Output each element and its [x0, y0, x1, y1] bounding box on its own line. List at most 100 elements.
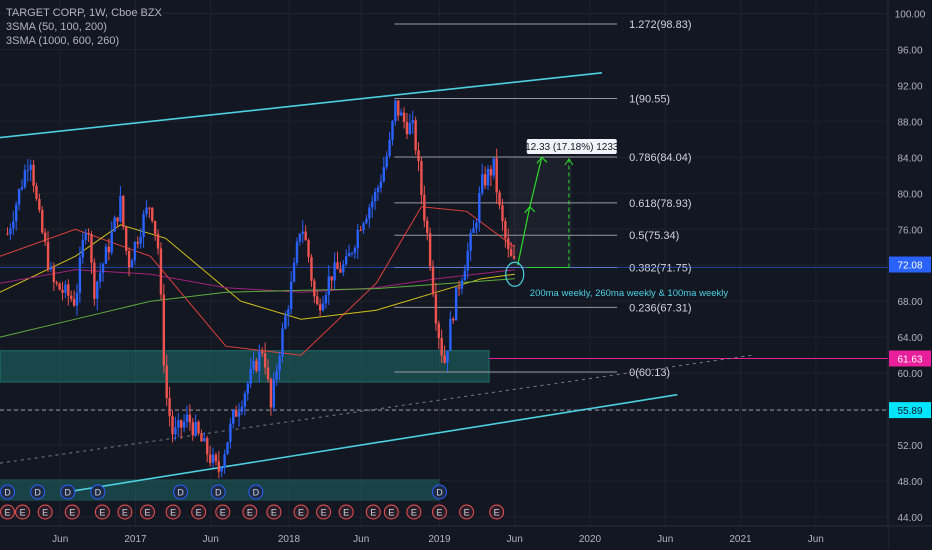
candle-body — [495, 158, 498, 193]
candle-body — [356, 230, 359, 249]
dividend-marker — [431, 484, 447, 500]
fibonacci-retracement[interactable]: 1.272(98.83) 1(90.55) 0.786(84.04) 0.618(78… — [0, 19, 888, 411]
candle-body — [460, 280, 464, 289]
candle-body — [171, 416, 174, 435]
candle-body — [133, 242, 137, 261]
earnings-marker-label: E — [170, 508, 176, 518]
indicator-sma-long[interactable]: 3SMA (1000, 600, 260) — [6, 35, 120, 47]
earnings-marker-label: E — [298, 508, 304, 518]
candle-body — [255, 360, 258, 371]
candle-body — [52, 267, 56, 283]
time-axis-background — [0, 526, 888, 550]
candle-body — [252, 360, 255, 369]
candle-body — [469, 232, 472, 251]
price-axis[interactable]: 100.00 96.00 92.00 88.00 84.00 80.00 76.00 72.0… — [887, 0, 932, 550]
candle-body — [463, 270, 467, 281]
price-tick-label: 84.00 — [897, 153, 922, 164]
projection-arrow-1 — [517, 206, 531, 266]
candle-body — [275, 370, 278, 380]
earnings-marker-label: E — [144, 508, 150, 518]
time-tick-label: Jun — [203, 534, 219, 545]
candle-body — [70, 295, 73, 299]
time-tick-label: Jun — [808, 534, 824, 545]
earnings-marker-label: E — [99, 508, 105, 518]
earnings-marker — [215, 504, 231, 520]
candle-body — [295, 241, 299, 263]
candle-body — [417, 150, 420, 162]
candle-body — [122, 195, 125, 227]
candle-body — [336, 262, 339, 270]
candle-body — [333, 262, 336, 281]
candle-body — [292, 262, 296, 282]
candle-body — [379, 181, 383, 188]
dividend-marker-label: D — [4, 488, 11, 498]
candle-body — [428, 233, 432, 267]
candle-body — [350, 252, 354, 254]
fib-level-label: 0.382(71.75) — [629, 262, 691, 274]
annotations: 12.33 (17.18%) 1233 200ma weekly, 260ma w… — [505, 138, 728, 299]
fib-level-label: 0.786(84.04) — [629, 152, 691, 164]
chart-legend: TARGET CORP, 1W, Cboe BZX 3SMA (50, 100,… — [6, 6, 162, 48]
candle-body — [81, 240, 84, 258]
candle-body — [188, 414, 192, 423]
earnings-marker-label: E — [122, 508, 128, 518]
earnings-marker — [266, 504, 282, 520]
candle-body — [32, 164, 35, 186]
candle-body — [263, 353, 267, 368]
projection-arrowhead — [536, 156, 548, 164]
candle-body — [327, 276, 331, 295]
channel-upper-line — [0, 72, 603, 139]
candle-body — [289, 281, 293, 310]
symbol-title[interactable]: TARGET CORP, 1W, Cboe BZX — [6, 7, 162, 19]
earnings-marker-label: E — [5, 508, 11, 518]
earnings-marker-label: E — [20, 508, 26, 518]
candle-body — [405, 122, 409, 135]
earnings-marker-label: E — [464, 508, 470, 518]
indicator-sma-short[interactable]: 3SMA (50, 100, 200) — [6, 21, 107, 33]
candle-body — [388, 140, 391, 157]
earnings-marker — [406, 504, 422, 520]
level-tag-label: 55.89 — [897, 406, 922, 417]
fib-level-label: 1(90.55) — [629, 93, 670, 105]
fib-level-label: 0(60.13) — [629, 367, 670, 379]
candle-body — [321, 303, 325, 311]
candle-body — [64, 284, 67, 293]
candle-body — [87, 232, 90, 235]
earnings-marker — [15, 504, 31, 520]
channel-lines[interactable] — [0, 72, 753, 493]
candle-body — [104, 246, 108, 264]
candle-body — [168, 398, 171, 417]
candle-body — [234, 410, 238, 417]
candle-body — [316, 296, 319, 305]
candle-body — [153, 220, 157, 234]
earnings-marker-label: E — [321, 508, 327, 518]
candle-body — [466, 250, 469, 271]
dividend-marker-label: D — [253, 488, 260, 498]
earnings-marker-label: E — [42, 508, 48, 518]
earnings-marker — [293, 504, 309, 520]
candle-body — [509, 249, 513, 257]
candle-body — [310, 256, 313, 281]
candle-body — [313, 280, 316, 297]
time-tick-label: Jun — [657, 534, 673, 545]
candle-body — [284, 315, 287, 329]
time-tick-label: Jun — [353, 534, 369, 545]
candle-body — [182, 421, 186, 428]
candle-body — [90, 234, 93, 263]
candle-body — [98, 272, 102, 282]
event-markers[interactable]: DDDDDDDDEEEEEEEEEEEEEEEEEEEEEEE — [0, 484, 505, 520]
earnings-marker-label: E — [220, 508, 226, 518]
time-tick-label: 2017 — [124, 534, 147, 545]
candle-body — [223, 454, 226, 468]
time-tick-label: 2018 — [278, 534, 301, 545]
candle-body — [342, 264, 345, 273]
time-axis[interactable]: Jun 2017 Jun 2018 Jun 2019 Jun 2020 Jun 2021 Jun — [0, 525, 932, 550]
candle-body — [55, 282, 58, 284]
price-tick-label: 60.00 — [897, 369, 922, 380]
fib-level-label: 0.236(67.31) — [629, 302, 691, 314]
candlestick-series — [6, 99, 516, 479]
candle-body — [107, 246, 111, 253]
earnings-marker — [117, 504, 133, 520]
candle-body — [20, 187, 24, 190]
